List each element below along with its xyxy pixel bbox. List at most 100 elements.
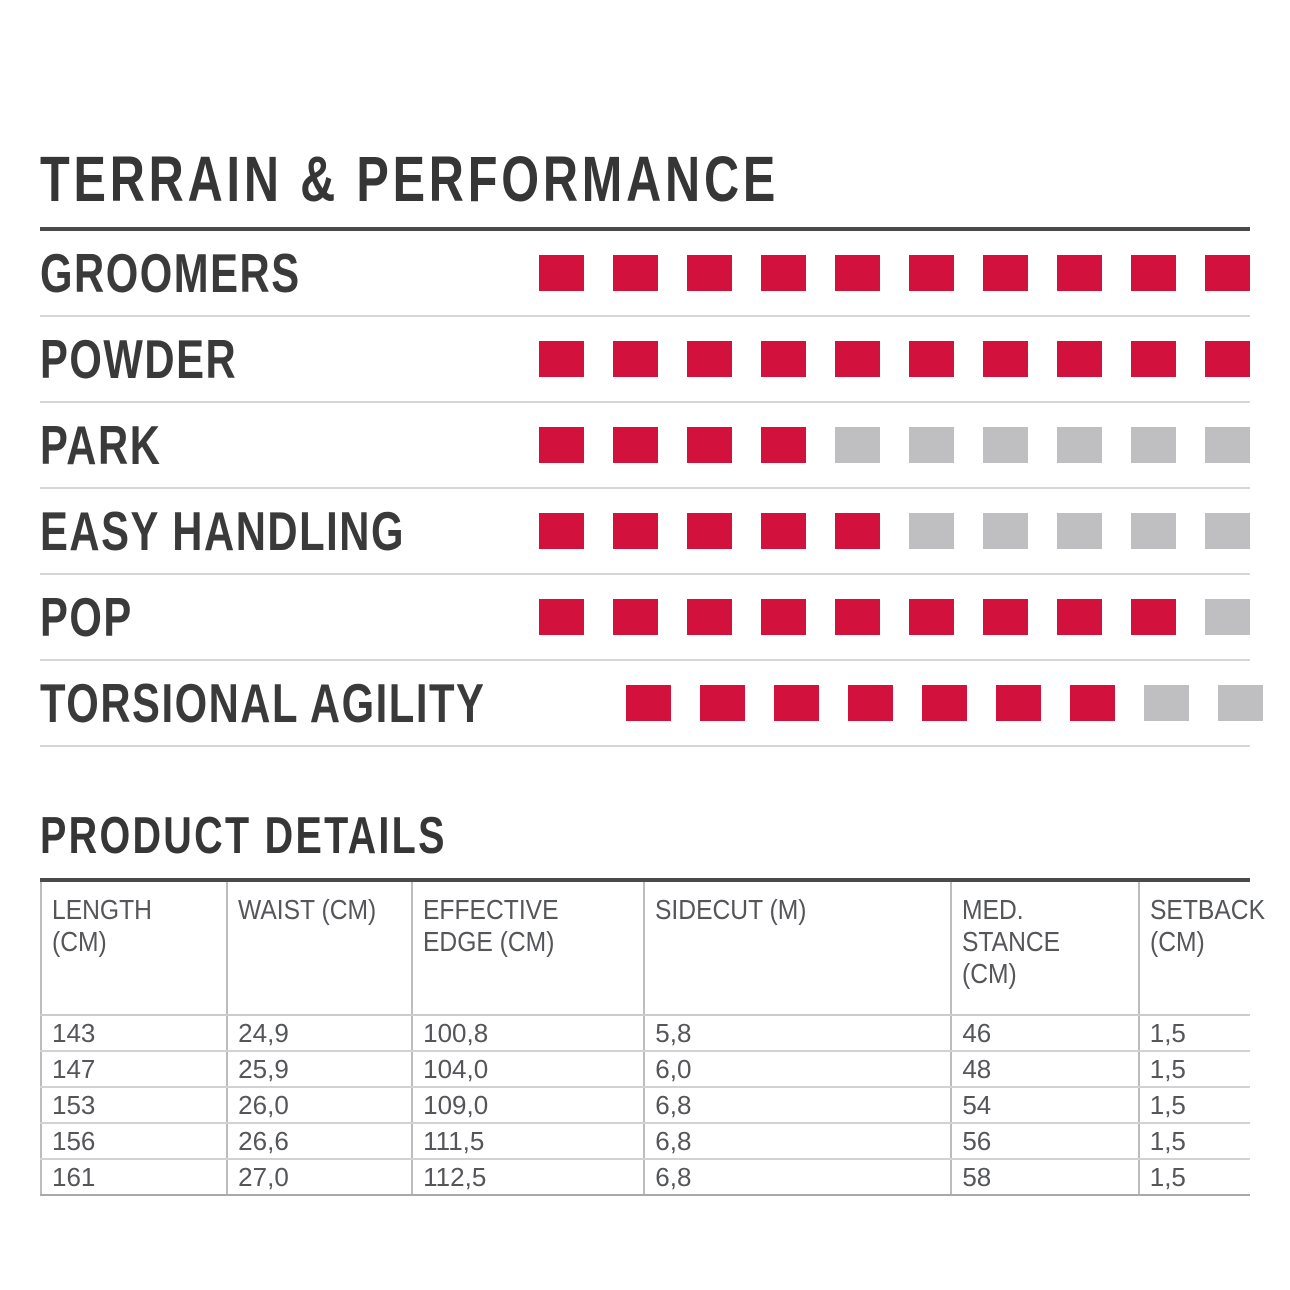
column-header: MED. STANCE (CM) — [950, 879, 1139, 1016]
table-cell: 5,8 — [643, 1014, 952, 1052]
rating-square-filled — [983, 599, 1028, 636]
table-header-row: LENGTH (CM) WAIST (CM) EFFECTIVE EDGE (CM)… — [39, 879, 1265, 1016]
rating-square-filled — [909, 599, 954, 636]
table-row: 153 26,0 109,0 6,8 54 1,5 — [39, 1086, 1250, 1124]
column-header: SIDECUT (M) — [643, 879, 952, 1016]
page-content: TERRAIN & PERFORMANCE GROOMERS POWDER PARK… — [39, 0, 1265, 1196]
rating-square-empty — [983, 513, 1028, 550]
terrain-row-label: TORSIONAL AGILITY — [40, 671, 626, 735]
rating-square-filled — [613, 255, 658, 292]
rating-bar — [539, 427, 1250, 464]
rating-square-filled — [687, 341, 732, 378]
product-details-title-text: PRODUCT DETAILS — [40, 807, 447, 866]
terrain-performance-title-text: TERRAIN & PERFORMANCE — [40, 143, 780, 215]
table-cell: 24,9 — [226, 1014, 413, 1052]
table-cell: 111,5 — [411, 1122, 645, 1160]
terrain-row-label: POWDER — [40, 327, 300, 391]
table-row: 161 27,0 112,5 6,8 58 1,5 — [39, 1158, 1250, 1196]
rating-square-empty — [909, 513, 954, 550]
rating-square-empty — [835, 427, 880, 464]
rating-square-filled — [761, 255, 806, 292]
rating-bar — [539, 341, 1250, 378]
rating-square-filled — [539, 255, 584, 292]
rating-square-filled — [761, 513, 806, 550]
table-cell: 1,5 — [1137, 1158, 1250, 1196]
table-cell: 6,8 — [643, 1122, 952, 1160]
table-cell: 1,5 — [1137, 1050, 1250, 1088]
terrain-row: EASY HANDLING — [40, 489, 1250, 576]
rating-square-filled — [909, 341, 954, 378]
rating-square-filled — [613, 599, 658, 636]
rating-square-filled — [1205, 255, 1250, 292]
rating-square-empty — [983, 427, 1028, 464]
terrain-row: PARK — [40, 403, 1250, 490]
rating-bar — [539, 255, 1250, 292]
rating-square-filled — [687, 255, 732, 292]
table-header: LENGTH (CM) WAIST (CM) EFFECTIVE EDGE (CM)… — [39, 879, 1265, 1016]
table-cell: 153 — [39, 1086, 228, 1124]
table-cell: 156 — [39, 1122, 228, 1160]
table-cell: 1,5 — [1137, 1122, 1250, 1160]
rating-square-empty — [1205, 513, 1250, 550]
terrain-row-label-text: GROOMERS — [40, 242, 301, 305]
rating-square-filled — [996, 685, 1042, 722]
terrain-row-label: PARK — [40, 413, 200, 477]
table-body: 143 24,9 100,8 5,8 46 1,5 147 25,9 104,0 6,0 48 1,5… — [39, 1014, 1250, 1196]
table-cell: 147 — [39, 1050, 228, 1088]
table-cell: 161 — [39, 1158, 228, 1196]
rating-square-filled — [1057, 255, 1102, 292]
rating-square-filled — [687, 513, 732, 550]
rating-square-filled — [539, 341, 584, 378]
rating-square-filled — [774, 685, 820, 722]
rating-square-filled — [761, 427, 806, 464]
table-cell: 1,5 — [1137, 1086, 1250, 1124]
rating-square-filled — [687, 427, 732, 464]
rating-square-filled — [983, 341, 1028, 378]
rating-square-filled — [1131, 599, 1176, 636]
terrain-row: POP — [40, 575, 1250, 662]
table-cell: 143 — [39, 1014, 228, 1052]
rating-square-empty — [1218, 685, 1264, 722]
rating-square-filled — [613, 513, 658, 550]
column-header: SETBACK (CM) — [1137, 879, 1265, 1016]
rating-square-filled — [626, 685, 672, 722]
table-cell: 56 — [950, 1122, 1139, 1160]
rating-square-filled — [1057, 341, 1102, 378]
table-cell: 6,0 — [643, 1050, 952, 1088]
rating-square-filled — [1070, 685, 1116, 722]
rating-square-empty — [1131, 513, 1176, 550]
table-cell: 54 — [950, 1086, 1139, 1124]
rating-square-filled — [539, 427, 584, 464]
table-cell: 26,0 — [226, 1086, 413, 1124]
column-header-text: SETBACK (CM) — [1149, 893, 1265, 957]
rating-square-empty — [1131, 427, 1176, 464]
table-cell: 48 — [950, 1050, 1139, 1088]
rating-square-filled — [761, 341, 806, 378]
table-cell: 26,6 — [226, 1122, 413, 1160]
table-cell: 27,0 — [226, 1158, 413, 1196]
product-details-title: PRODUCT DETAILS — [40, 809, 1250, 864]
column-header: WAIST (CM) — [226, 879, 413, 1016]
table-row: 143 24,9 100,8 5,8 46 1,5 — [39, 1014, 1250, 1052]
terrain-row-label: POP — [40, 585, 162, 649]
table-cell: 104,0 — [411, 1050, 645, 1088]
terrain-rows: GROOMERS POWDER PARK EASY HANDLING POP TORSIO… — [40, 227, 1264, 748]
table-cell: 112,5 — [411, 1158, 645, 1196]
terrain-row-label-text: POWDER — [40, 328, 238, 391]
terrain-row-label: EASY HANDLING — [40, 499, 520, 563]
table-cell: 25,9 — [226, 1050, 413, 1088]
rating-square-filled — [835, 513, 880, 550]
rating-square-filled — [848, 685, 894, 722]
rating-bar — [626, 685, 1290, 722]
rating-square-filled — [983, 255, 1028, 292]
terrain-row: POWDER — [40, 317, 1250, 404]
rating-square-filled — [835, 341, 880, 378]
terrain-row: TORSIONAL AGILITY — [40, 661, 1264, 748]
table-cell: 46 — [950, 1014, 1139, 1052]
table-cell: 100,8 — [411, 1014, 645, 1052]
rating-square-filled — [909, 255, 954, 292]
terrain-row: GROOMERS — [40, 231, 1250, 318]
table-cell: 58 — [950, 1158, 1139, 1196]
table-cell: 6,8 — [643, 1158, 952, 1196]
column-header-text: WAIST (CM) — [238, 893, 377, 925]
